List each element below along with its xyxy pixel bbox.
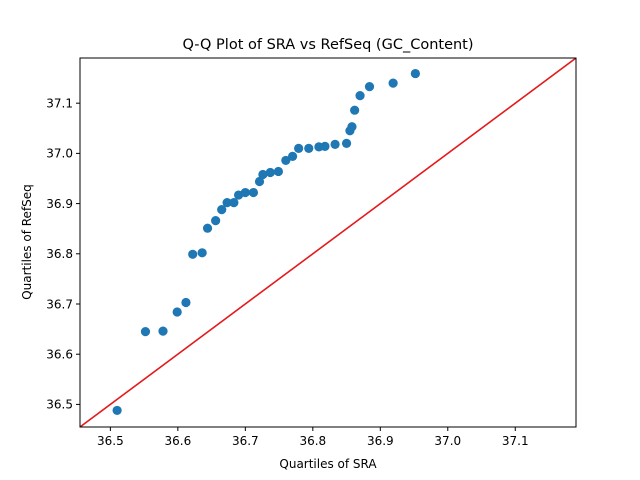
x-tick-label: 36.7: [232, 434, 259, 448]
data-point: [258, 169, 268, 180]
data-point: [294, 143, 304, 153]
data-point: [229, 197, 239, 208]
data-point: [181, 297, 191, 308]
chart-title: Q-Q Plot of SRA vs RefSeq (GC_Content): [182, 37, 473, 53]
x-tick-label: 36.9: [367, 434, 394, 448]
x-tick-label: 37.1: [502, 434, 529, 448]
y-tick-label: 36.6: [46, 348, 73, 362]
data-point: [350, 105, 360, 115]
data-point: [172, 307, 182, 317]
y-tick-label: 36.9: [46, 197, 73, 211]
data-point: [388, 78, 398, 88]
axes: 36.5 36.6 36.7 36.8 36.9 37.0 37.1 36.5 36.6 36.7…: [46, 57, 577, 448]
scatter-points: [112, 68, 420, 416]
data-point: [240, 187, 250, 198]
data-point: [188, 249, 198, 259]
x-tick-label: 36.6: [164, 434, 191, 448]
data-point: [410, 68, 420, 79]
data-point: [320, 141, 330, 151]
y-axis-label: Quartiles of RefSeq: [20, 184, 34, 300]
y-tick-label: 36.5: [46, 398, 73, 412]
data-point: [281, 155, 291, 166]
x-tick-label: 36.8: [299, 434, 326, 448]
data-point: [211, 216, 221, 226]
data-point: [254, 176, 265, 187]
x-tick-label: 37.0: [434, 434, 461, 448]
y-tick-label: 37.1: [46, 96, 73, 110]
y-tick-label: 36.8: [46, 247, 73, 261]
data-point: [248, 187, 259, 198]
data-point: [341, 138, 352, 148]
data-point: [202, 223, 213, 233]
data-point: [273, 166, 283, 177]
reference-line-layer: [80, 58, 576, 427]
data-point: [222, 197, 232, 208]
data-point: [287, 151, 298, 161]
data-point: [112, 405, 122, 416]
x-axis-label: Quartiles of SRA: [279, 457, 377, 471]
y-tick-label: 36.7: [46, 297, 73, 311]
data-point: [330, 139, 340, 149]
data-point: [217, 205, 227, 215]
x-tick-label: 36.5: [97, 434, 124, 448]
data-point: [140, 327, 151, 337]
y-tick-label: 37.0: [46, 147, 73, 161]
data-point: [364, 82, 375, 92]
data-point: [197, 248, 207, 258]
data-point: [347, 122, 357, 132]
reference-line: [80, 58, 576, 427]
data-point: [265, 167, 275, 178]
data-point: [304, 143, 314, 153]
axes-frame: [79, 57, 577, 428]
data-point: [355, 91, 365, 101]
data-point: [158, 326, 168, 336]
